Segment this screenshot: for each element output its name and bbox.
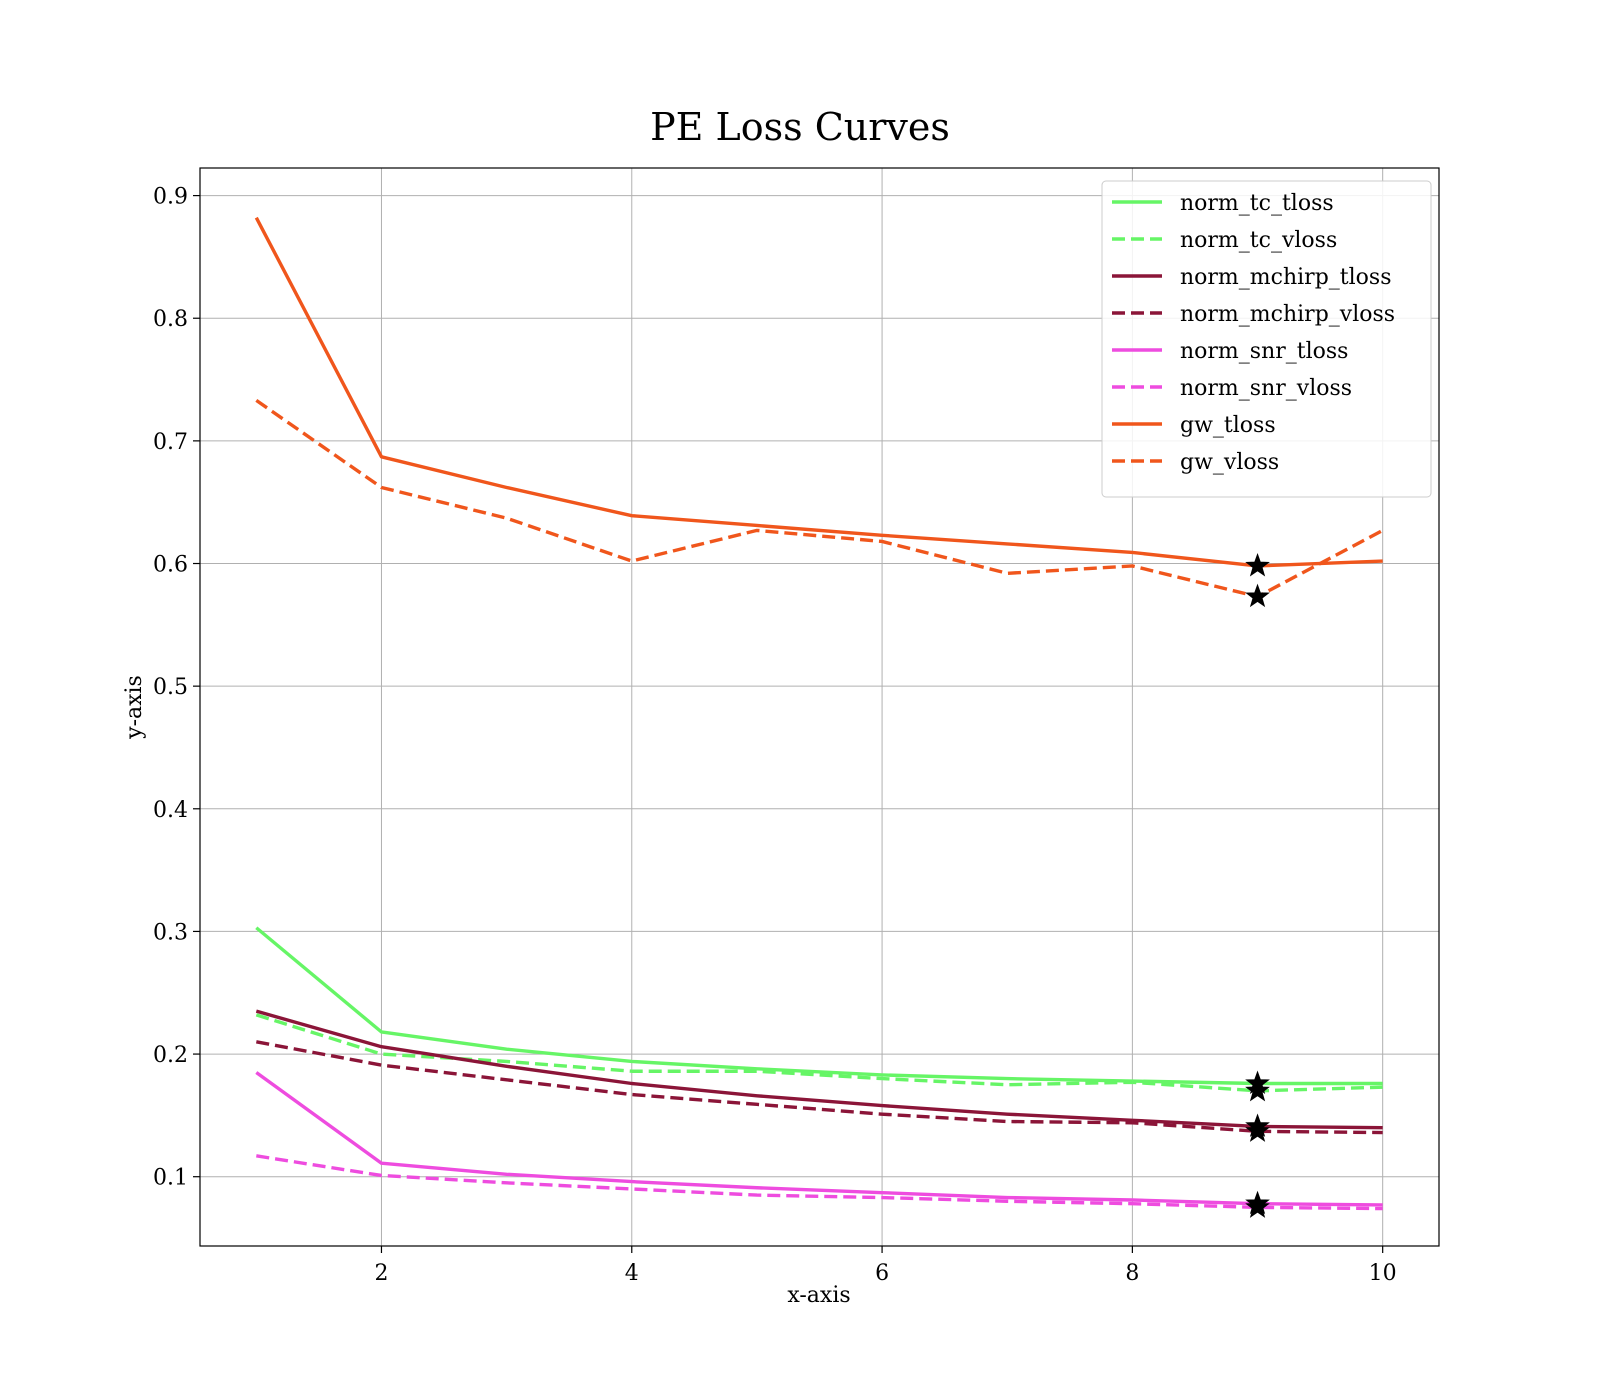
x-ticks: 2 4 6 8 10 <box>374 1246 1397 1286</box>
series-line-norm_snr_tloss <box>255 1071 1383 1207</box>
y-tick-label: 0.2 <box>153 1043 188 1068</box>
x-tick-label: 4 <box>625 1261 639 1286</box>
min-marker-norm_snr_vloss <box>1245 1194 1270 1218</box>
legend-label-gw_tloss: gw_tloss <box>1180 413 1276 438</box>
y-tick-label: 0.8 <box>153 307 188 332</box>
legend-box <box>1101 180 1432 498</box>
y-tick-label: 0.7 <box>153 430 188 455</box>
legend-label-norm_snr_vloss: norm_snr_vloss <box>1180 376 1352 401</box>
minimum-markers <box>1245 552 1270 1218</box>
legend-label-norm_mchirp_tloss: norm_mchirp_tloss <box>1180 265 1391 290</box>
legend-label-norm_tc_tloss: norm_tc_tloss <box>1180 191 1334 216</box>
series-line-norm_tc_tloss <box>255 926 1383 1086</box>
y-tick-label: 0.6 <box>153 553 188 578</box>
chart-title: PE Loss Curves <box>650 105 950 149</box>
y-tick-label: 0.1 <box>153 1166 188 1191</box>
min-marker-gw_vloss <box>1245 583 1270 608</box>
min-marker-norm_mchirp_vloss <box>1245 1118 1270 1142</box>
series-line-norm_snr_vloss <box>256 1154 1383 1211</box>
y-axis-label: y-axis <box>122 675 147 740</box>
min-marker-norm_tc_vloss <box>1245 1077 1270 1102</box>
y-tick-label: 0.9 <box>153 185 188 210</box>
x-tick-label: 6 <box>875 1261 889 1286</box>
y-ticks: 0.1 0.2 0.3 0.4 0.5 0.6 0.7 0.8 0.9 <box>153 185 200 1191</box>
x-tick-label: 8 <box>1125 1261 1139 1286</box>
legend-label-norm_tc_vloss: norm_tc_vloss <box>1180 228 1337 253</box>
x-tick-label: 10 <box>1369 1261 1397 1286</box>
series-line-norm_mchirp_vloss <box>256 1040 1383 1135</box>
series-line-gw_vloss <box>255 399 1384 599</box>
series-lines <box>254 216 1384 1211</box>
series-line-gw_tloss <box>254 216 1383 568</box>
legend-label-norm_mchirp_vloss: norm_mchirp_vloss <box>1180 302 1395 327</box>
y-tick-label: 0.3 <box>153 920 188 945</box>
x-axis-label: x-axis <box>787 1283 850 1308</box>
legend-label-norm_snr_tloss: norm_snr_tloss <box>1180 339 1348 364</box>
x-tick-label: 2 <box>374 1261 388 1286</box>
series-line-norm_mchirp_tloss <box>255 1009 1383 1130</box>
y-tick-label: 0.4 <box>153 798 188 823</box>
plot-frame <box>199 167 1440 1247</box>
legend: norm_tc_tloss norm_tc_vloss norm_mchirp_tl… <box>1101 180 1432 498</box>
min-marker-gw_tloss <box>1245 552 1270 577</box>
legend-label-gw_vloss: gw_vloss <box>1180 450 1279 475</box>
y-tick-label: 0.5 <box>153 675 188 700</box>
